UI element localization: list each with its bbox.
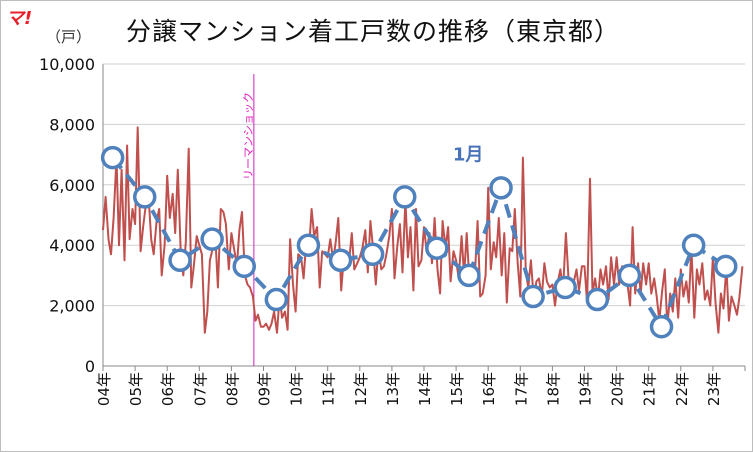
x-tick-label: 07年 xyxy=(191,372,209,406)
january-marker xyxy=(392,185,417,209)
lehman-shock-label: リーマンショック xyxy=(242,92,255,180)
site-logo: マ! xyxy=(6,8,33,29)
x-tick-label: 16年 xyxy=(480,372,498,406)
january-marker xyxy=(296,233,321,257)
x-tick-label: 23年 xyxy=(705,372,723,406)
y-tick-label: 0 xyxy=(85,357,95,376)
x-tick-label: 09年 xyxy=(256,372,274,406)
january-marker xyxy=(649,314,674,339)
x-tick-label: 18年 xyxy=(544,372,562,406)
january-marker xyxy=(713,254,738,279)
january-marker xyxy=(100,145,125,170)
y-tick-label: 6,000 xyxy=(49,176,95,195)
january-marker xyxy=(328,248,353,273)
january-marker xyxy=(617,263,642,288)
x-tick-label: 20年 xyxy=(609,372,627,406)
january-series-label: 1月 xyxy=(453,145,484,166)
x-tick-label: 15年 xyxy=(448,372,466,406)
y-tick-label: 2,000 xyxy=(49,297,95,316)
x-tick-label: 22年 xyxy=(673,372,691,406)
january-marker xyxy=(681,233,706,257)
january-marker xyxy=(425,236,449,260)
x-tick-label: 17年 xyxy=(512,372,530,406)
y-tick-label: 4,000 xyxy=(49,236,95,255)
january-marker xyxy=(457,263,481,288)
y-axis-unit-label: （戸） xyxy=(46,28,92,46)
x-tick-label: 04年 xyxy=(95,372,113,406)
january-marker xyxy=(232,254,256,279)
january-marker xyxy=(264,287,289,312)
january-marker xyxy=(553,275,577,300)
january-marker xyxy=(200,227,224,251)
x-tick-label: 19年 xyxy=(577,372,595,406)
january-marker xyxy=(360,242,385,267)
x-tick-label: 21年 xyxy=(641,372,659,406)
chart-title: 分譲マンション着工戸数の推移（東京都） xyxy=(126,17,621,46)
y-tick-label: 10,000 xyxy=(39,55,95,74)
x-tick-label: 14年 xyxy=(416,372,434,406)
x-tick-label: 06年 xyxy=(159,372,177,406)
x-tick-label: 05年 xyxy=(127,372,145,406)
january-marker xyxy=(489,176,513,200)
x-tick-label: 10年 xyxy=(288,372,306,406)
january-marker xyxy=(521,284,545,309)
january-marker xyxy=(585,287,610,312)
x-tick-label: 11年 xyxy=(320,372,338,406)
y-tick-label: 8,000 xyxy=(49,115,95,134)
january-marker xyxy=(168,248,192,273)
x-tick-label: 13年 xyxy=(384,372,402,406)
january-marker xyxy=(132,185,157,209)
x-tick-label: 12年 xyxy=(352,372,370,406)
monthly-series-line xyxy=(102,126,744,334)
x-tick-label: 08年 xyxy=(223,372,241,406)
